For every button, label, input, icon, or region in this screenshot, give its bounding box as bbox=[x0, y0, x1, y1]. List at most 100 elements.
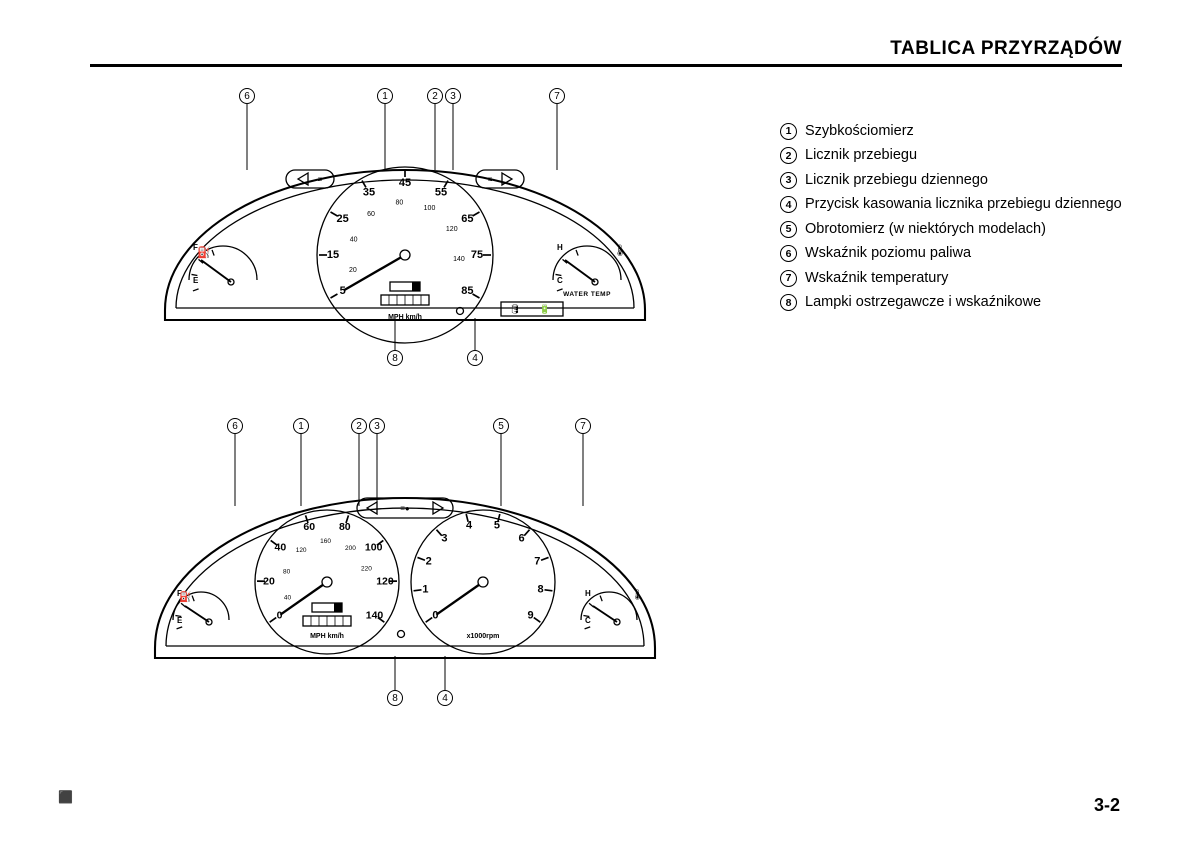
legend-item: 5 Obrotomierz (w niektórych modelach) bbox=[780, 218, 1140, 240]
callout-num: 6 bbox=[239, 88, 255, 104]
svg-text:20: 20 bbox=[349, 267, 357, 274]
svg-text:100: 100 bbox=[424, 205, 436, 212]
callout-num: 2 bbox=[427, 88, 443, 104]
svg-text:5: 5 bbox=[340, 285, 346, 297]
callout-marker: 4 bbox=[437, 690, 453, 706]
callout-marker: 1 bbox=[377, 88, 393, 104]
callout-num: 7 bbox=[549, 88, 565, 104]
legend-item: 2 Licznik przebiegu bbox=[780, 144, 1140, 166]
callout-num: 8 bbox=[387, 690, 403, 706]
svg-text:220: 220 bbox=[361, 566, 372, 573]
svg-text:140: 140 bbox=[366, 609, 384, 621]
callout-marker: 8 bbox=[387, 690, 403, 706]
callout-marker: 6 bbox=[239, 88, 255, 104]
svg-text:75: 75 bbox=[471, 249, 483, 261]
svg-text:120: 120 bbox=[296, 547, 307, 554]
callout-num: 6 bbox=[227, 418, 243, 434]
scan-mark: ⬛ bbox=[58, 790, 73, 804]
callout-marker: 3 bbox=[445, 88, 461, 104]
svg-text:H: H bbox=[585, 589, 591, 598]
callout-num: 8 bbox=[387, 350, 403, 366]
svg-text:5: 5 bbox=[494, 520, 500, 532]
callout-marker: 4 bbox=[467, 350, 483, 366]
svg-text:H: H bbox=[557, 243, 563, 252]
legend-item: 1Szybkościomierz bbox=[780, 120, 1140, 142]
legend-item: 3 Licznik przebiegu dziennego bbox=[780, 169, 1140, 191]
svg-text:80: 80 bbox=[395, 199, 403, 206]
svg-text:E: E bbox=[177, 616, 183, 625]
svg-text:🛢: 🛢 bbox=[509, 304, 520, 314]
page-title: TABLICA PRZYRZĄDÓW bbox=[890, 38, 1122, 59]
svg-text:🌡: 🌡 bbox=[613, 244, 627, 257]
svg-text:80: 80 bbox=[339, 521, 351, 533]
svg-text:1: 1 bbox=[422, 583, 428, 595]
svg-text:MPH km/h: MPH km/h bbox=[310, 633, 344, 640]
callout-num: 3 bbox=[445, 88, 461, 104]
legend-item: 4 Przycisk kasowania licznika przebiegu d… bbox=[780, 193, 1140, 215]
cluster-svg: 5152535455565758520406080100120140MPH km… bbox=[105, 80, 645, 370]
legend-text: Licznik przebiegu bbox=[805, 144, 1140, 166]
svg-text:C: C bbox=[557, 276, 563, 285]
callout-marker: 5 bbox=[493, 418, 509, 434]
svg-text:60: 60 bbox=[367, 211, 375, 218]
svg-text:0: 0 bbox=[277, 609, 283, 621]
legend-num: 3 bbox=[780, 172, 797, 189]
svg-text:0: 0 bbox=[432, 609, 438, 621]
callout-marker: 7 bbox=[575, 418, 591, 434]
svg-text:⛽: ⛽ bbox=[179, 590, 191, 603]
legend-text: Licznik przebiegu dziennego bbox=[805, 169, 1140, 191]
svg-text:60: 60 bbox=[303, 521, 315, 533]
svg-text:140: 140 bbox=[453, 256, 465, 263]
callout-marker: 8 bbox=[387, 350, 403, 366]
svg-text:45: 45 bbox=[399, 177, 411, 189]
callout-marker: 3 bbox=[369, 418, 385, 434]
legend-item: 8 Lampki ostrzegawcze i wskaźnikowe bbox=[780, 291, 1140, 313]
legend-num: 2 bbox=[780, 147, 797, 164]
svg-text:x1000rpm: x1000rpm bbox=[467, 633, 500, 640]
callout-num: 4 bbox=[467, 350, 483, 366]
callout-num: 4 bbox=[437, 690, 453, 706]
svg-text:100: 100 bbox=[365, 542, 383, 554]
legend-text: Obrotomierz (w niektórych modelach) bbox=[805, 218, 1140, 240]
svg-text:120: 120 bbox=[376, 575, 394, 587]
svg-text:WATER TEMP: WATER TEMP bbox=[563, 291, 611, 298]
svg-text:2: 2 bbox=[426, 556, 432, 568]
legend-text: Szybkościomierz bbox=[805, 120, 1140, 142]
instrument-cluster-diagram-b: 0204060801001201404080120160200220MPH km… bbox=[105, 410, 645, 710]
header: TABLICA PRZYRZĄDÓW bbox=[90, 38, 1122, 67]
svg-text:4: 4 bbox=[466, 520, 473, 532]
callout-marker: 6 bbox=[227, 418, 243, 434]
legend-num: 7 bbox=[780, 270, 797, 287]
svg-text:55: 55 bbox=[435, 187, 447, 199]
svg-text:80: 80 bbox=[283, 568, 291, 575]
legend-item: 7 Wskaźnik temperatury bbox=[780, 267, 1140, 289]
svg-text:35: 35 bbox=[363, 187, 375, 199]
callout-num: 2 bbox=[351, 418, 367, 434]
legend-num: 8 bbox=[780, 294, 797, 311]
svg-text:MPH km/h: MPH km/h bbox=[388, 314, 422, 321]
svg-text:3: 3 bbox=[441, 533, 447, 545]
svg-text:40: 40 bbox=[284, 594, 292, 601]
svg-text:≡: ≡ bbox=[318, 175, 323, 184]
page: TABLICA PRZYRZĄDÓW 1Szybkościomierz 2Lic… bbox=[0, 0, 1200, 846]
legend-num: 4 bbox=[780, 196, 797, 213]
svg-text:7: 7 bbox=[534, 556, 540, 568]
svg-text:C: C bbox=[585, 616, 591, 625]
callout-num: 3 bbox=[369, 418, 385, 434]
svg-text:🌡: 🌡 bbox=[631, 589, 644, 601]
legend-text: Lampki ostrzegawcze i wskaźnikowe bbox=[805, 291, 1140, 313]
callout-marker: 1 bbox=[293, 418, 309, 434]
svg-text:25: 25 bbox=[337, 213, 349, 225]
svg-text:85: 85 bbox=[461, 285, 473, 297]
legend-item: 6Wskaźnik poziomu paliwa bbox=[780, 242, 1140, 264]
svg-text:≡●: ≡● bbox=[400, 504, 410, 513]
legend-text: Wskaźnik temperatury bbox=[805, 267, 1140, 289]
legend-num: 5 bbox=[780, 221, 797, 238]
instrument-cluster-diagram-a: 5152535455565758520406080100120140MPH km… bbox=[105, 80, 645, 370]
svg-text:65: 65 bbox=[461, 213, 473, 225]
svg-text:8: 8 bbox=[537, 583, 543, 595]
callout-num: 1 bbox=[293, 418, 309, 434]
cluster-svg: 0204060801001201404080120160200220MPH km… bbox=[105, 410, 645, 710]
legend-list: 1Szybkościomierz 2 Licznik przebiegu 3 Lic… bbox=[780, 120, 1140, 316]
legend-text: Przycisk kasowania licznika przebiegu dz… bbox=[805, 193, 1140, 215]
